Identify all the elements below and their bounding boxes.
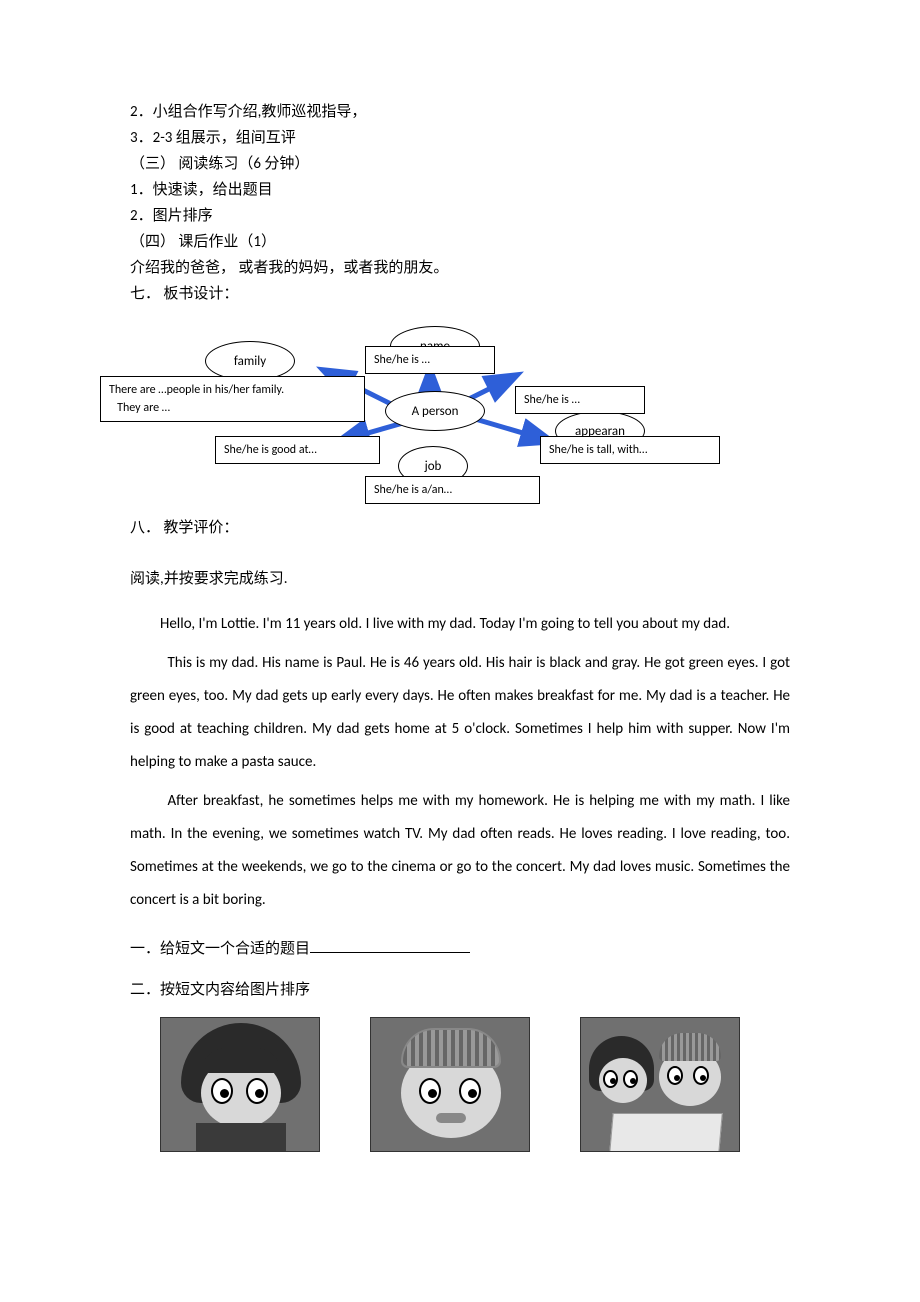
oval-center-label: A person	[412, 404, 459, 419]
box-job: She/he is a/an…	[365, 476, 540, 504]
box-good-at: She/he is good at…	[215, 436, 380, 464]
line-item: 3．2-3 组展示，组间互评	[130, 126, 790, 150]
blank-line	[310, 938, 470, 953]
exercise-1-text: 一．给短文一个合适的题目	[130, 940, 310, 958]
line-item: 2．小组合作写介绍,教师巡视指导，	[130, 100, 790, 124]
cartoon-image-row	[130, 1017, 790, 1152]
oval-job-label: job	[425, 459, 442, 474]
oval-family-label: family	[234, 354, 266, 369]
line-item: 七． 板书设计：	[130, 282, 790, 306]
reading-passage: Hello, I'm Lottie. I'm 11 years old. I l…	[130, 608, 790, 917]
oval-family: family	[205, 341, 295, 381]
mind-map-diagram: family name A person appearan job She/he…	[100, 326, 760, 516]
line-item: 介绍我的爸爸， 或者我的妈妈，或者我的朋友。	[130, 256, 790, 280]
reading-intro: 阅读,并按要求完成练习.	[130, 567, 790, 588]
box-name: She/he is …	[365, 346, 495, 374]
oval-center: A person	[385, 391, 485, 431]
cartoon-girl	[160, 1017, 320, 1152]
exercise-2: 二．按短文内容给图片排序	[130, 978, 790, 999]
section-eight-heading: 八． 教学评价：	[130, 516, 790, 537]
line-item: 1．快速读，给出题目	[130, 178, 790, 202]
passage-p2: This is my dad. His name is Paul. He is …	[130, 647, 790, 779]
line-item: （三） 阅读练习（6 分钟）	[130, 152, 790, 176]
line-item: 2．图片排序	[130, 204, 790, 228]
box-family: There are …people in his/her family. The…	[100, 376, 365, 422]
box-appearance: She/he is tall, with…	[540, 436, 720, 464]
cartoon-man	[370, 1017, 530, 1152]
cartoon-pair	[580, 1017, 740, 1152]
box-age: She/he is …	[515, 386, 645, 414]
line-item: （四） 课后作业（1）	[130, 230, 790, 254]
passage-p1: Hello, I'm Lottie. I'm 11 years old. I l…	[130, 608, 790, 641]
exercise-1: 一．给短文一个合适的题目	[130, 937, 790, 958]
passage-p3: After breakfast, he sometimes helps me w…	[130, 785, 790, 917]
